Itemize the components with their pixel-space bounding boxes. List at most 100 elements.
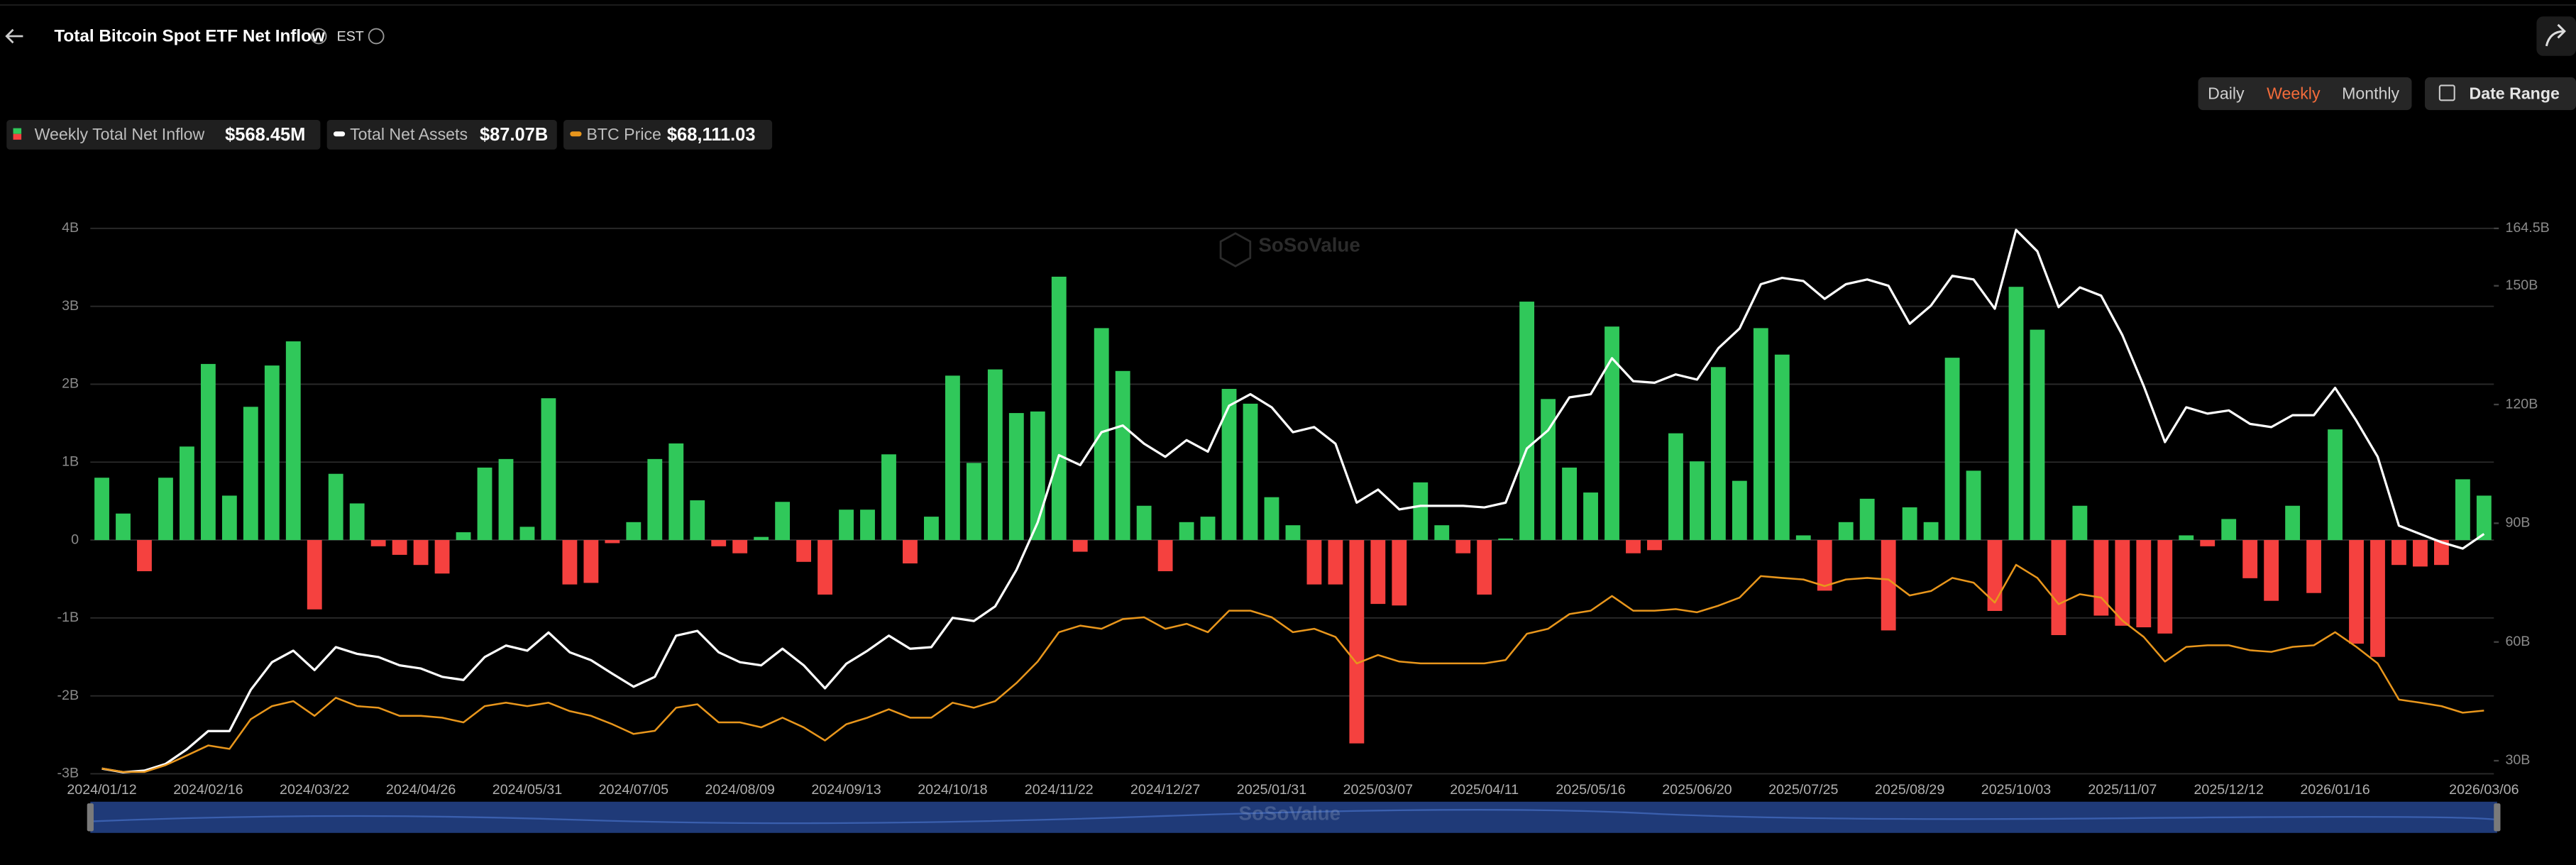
- bar: [1285, 525, 1301, 541]
- line-series: [101, 563, 2484, 773]
- legend-swatch: [333, 131, 346, 137]
- x-tick-label: 2025/03/07: [1343, 782, 1413, 798]
- y2-tick-label: 90B: [2505, 515, 2530, 531]
- bar: [1647, 540, 1662, 551]
- y-tick-label: 0: [71, 531, 79, 547]
- bar: [1859, 498, 1875, 541]
- bar: [434, 540, 450, 574]
- bar: [2221, 519, 2237, 541]
- navigator-line: [90, 809, 2498, 825]
- x-tick-label: 2024/09/13: [811, 782, 881, 798]
- bar: [626, 522, 642, 541]
- navigator-handle[interactable]: [2494, 803, 2501, 832]
- bar: [1605, 326, 1619, 541]
- bar: [2264, 540, 2279, 601]
- bar: [1944, 358, 1960, 541]
- back-button[interactable]: [5, 28, 23, 44]
- x-tick-label: 2024/01/12: [67, 782, 136, 798]
- timezone[interactable]: EST: [337, 28, 364, 44]
- legend-label[interactable]: BTC Price: [586, 125, 661, 143]
- navigator-handle[interactable]: [87, 803, 94, 832]
- info-icon[interactable]: [368, 28, 385, 45]
- bar: [307, 540, 322, 610]
- navigator[interactable]: SoSoValue: [87, 801, 2501, 833]
- date-range-label: Date Range: [2470, 84, 2560, 102]
- bar: [221, 495, 237, 541]
- share-icon: [2545, 23, 2566, 47]
- bar: [860, 509, 875, 541]
- bar: [1455, 540, 1471, 553]
- bar: [2072, 505, 2088, 541]
- legend-label[interactable]: Total Net Assets: [350, 125, 468, 143]
- range-button[interactable]: Monthly: [2342, 84, 2399, 102]
- bar: [94, 478, 109, 541]
- x-tick-label: 2025/06/20: [1662, 782, 1732, 798]
- bar: [116, 513, 131, 541]
- bar: [1732, 480, 1747, 541]
- legend-swatch: [570, 131, 582, 137]
- range-button[interactable]: Weekly: [2267, 84, 2321, 102]
- y-tick-label: 2B: [62, 376, 79, 392]
- bar: [1477, 540, 1492, 595]
- x-tick-label: 2025/10/03: [1981, 782, 2051, 798]
- x-tick-label: 2024/11/22: [1025, 782, 1094, 798]
- x-tick-label: 2024/08/09: [705, 782, 774, 798]
- x-tick-label: 2026/01/16: [2300, 782, 2369, 798]
- bar: [1157, 540, 1173, 571]
- range-button[interactable]: Daily: [2208, 84, 2245, 102]
- bar: [1626, 540, 1641, 553]
- bar: [690, 500, 705, 541]
- bar: [1966, 470, 1981, 541]
- x-tick-label: 2024/07/05: [599, 782, 668, 798]
- bar: [1923, 522, 1939, 541]
- bar: [370, 540, 386, 546]
- legend-item-bg: [326, 120, 557, 150]
- bar: [2179, 535, 2194, 541]
- bar: [264, 365, 280, 541]
- bar: [541, 398, 556, 541]
- bar: [1562, 467, 1577, 541]
- bar: [605, 540, 620, 544]
- legend-swatch: [13, 128, 22, 134]
- legend-item-bg: [563, 120, 773, 150]
- bar: [987, 369, 1003, 541]
- legend-value: $568.45M: [225, 125, 305, 145]
- x-tick-label: 2025/11/07: [2088, 782, 2157, 798]
- bar: [796, 540, 812, 562]
- x-tick-label: 2026/03/06: [2449, 782, 2519, 798]
- bar: [2433, 540, 2449, 566]
- x-tick-label: 2025/08/29: [1875, 782, 1944, 798]
- share-button[interactable]: [2536, 16, 2576, 56]
- bar: [1838, 522, 1854, 541]
- y-tick-label: -2B: [57, 688, 79, 703]
- bar: [392, 540, 407, 555]
- bar: [583, 540, 599, 583]
- bar: [456, 532, 471, 541]
- legend-label[interactable]: Weekly Total Net Inflow: [35, 125, 205, 143]
- x-tick-label: 2024/10/18: [918, 782, 987, 798]
- date-range-button[interactable]: Date Range: [2425, 77, 2576, 111]
- y-tick-label: 1B: [62, 453, 79, 469]
- bar: [413, 540, 429, 566]
- bar: [1413, 482, 1429, 541]
- legend: Weekly Total Net Inflow $568.45M Total N…: [6, 120, 773, 150]
- bar: [1881, 540, 1896, 631]
- bar: [2242, 540, 2258, 578]
- bar: [1753, 328, 1768, 541]
- bar: [1434, 525, 1450, 541]
- bar: [1392, 540, 1407, 606]
- bar: [2476, 495, 2492, 541]
- info-icon[interactable]: [310, 28, 327, 45]
- bar: [562, 540, 578, 585]
- bar: [966, 463, 981, 541]
- y2-tick-label: 60B: [2505, 634, 2530, 649]
- bar: [1008, 413, 1024, 541]
- bar: [158, 478, 173, 541]
- x-tick-label: 2024/04/26: [386, 782, 456, 798]
- bar: [1072, 540, 1088, 552]
- bar: [1774, 354, 1790, 541]
- bar: [2306, 540, 2322, 593]
- bar: [818, 540, 832, 595]
- y-tick-label: 3B: [62, 298, 79, 314]
